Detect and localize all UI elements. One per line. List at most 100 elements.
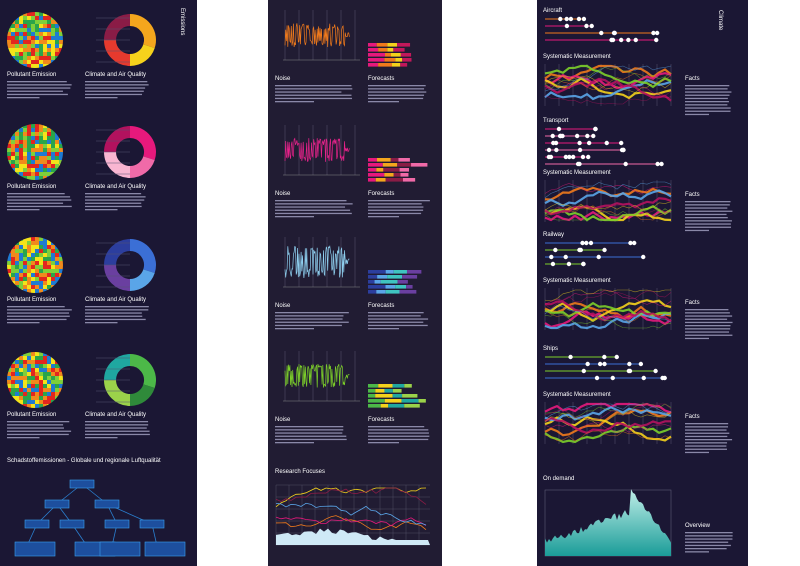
route-dot [627, 368, 633, 374]
map-cell [27, 404, 32, 408]
map-cell [39, 168, 44, 173]
map-cell [11, 144, 16, 149]
forecast-bar [378, 63, 393, 67]
map-cell [39, 384, 44, 389]
map-cell [55, 164, 60, 169]
noise-wave [284, 363, 350, 388]
route-dot [580, 154, 586, 160]
map-cell [27, 396, 32, 401]
map-cell [15, 24, 20, 29]
body-text [275, 438, 347, 441]
map-cell [31, 404, 36, 408]
map-cell [43, 380, 48, 385]
forecast-bar [368, 384, 379, 388]
map-cell [51, 36, 56, 41]
map-cell [31, 144, 36, 149]
measure-line [544, 403, 672, 420]
section-label: Pollutant Emission [7, 72, 56, 78]
map-cell [43, 265, 48, 270]
map-cell [39, 285, 44, 290]
map-cell [43, 269, 48, 274]
map-cell [43, 160, 48, 165]
body-text [85, 90, 144, 92]
body-text [685, 101, 729, 103]
side-label: Facts [685, 192, 700, 198]
route-dot [589, 23, 594, 29]
body-text [275, 97, 353, 100]
section-label: Systematic Measurement [543, 54, 611, 60]
route-dot [554, 147, 559, 153]
map-cell [31, 24, 36, 29]
map-cell [11, 40, 16, 45]
map-cell [15, 164, 20, 169]
map-cell [27, 269, 32, 274]
route-dot [655, 161, 660, 167]
map-cell [35, 48, 40, 53]
map-cell [23, 64, 28, 68]
map-cell [59, 273, 63, 278]
map-cell [31, 40, 36, 45]
map-cell [47, 56, 52, 61]
map-cell [15, 148, 20, 153]
map-cell [23, 124, 28, 129]
map-cell [39, 380, 44, 385]
section-label: Pollutant Emission [7, 297, 56, 303]
map-cell [51, 168, 56, 173]
measure-line [544, 203, 672, 214]
map-cell [19, 172, 24, 177]
map-cell [35, 136, 40, 141]
forecast-bar [385, 285, 396, 289]
forecast-bar [395, 285, 407, 289]
forecast-bar [380, 404, 389, 408]
map-cell [59, 148, 63, 153]
map-cell [11, 376, 16, 381]
map-cell [51, 136, 56, 141]
body-text [685, 331, 730, 333]
body-text [685, 334, 733, 336]
route-dot [641, 375, 646, 381]
body-text [368, 328, 399, 330]
map-cell [51, 140, 56, 145]
map-cell [7, 28, 12, 33]
measure-line [544, 430, 672, 442]
map-cell [19, 384, 24, 389]
route-dot [577, 161, 582, 167]
route-dot [627, 361, 632, 367]
map-cell [31, 380, 36, 385]
research-line [275, 487, 427, 508]
map-cell [31, 160, 36, 165]
body-text [685, 97, 728, 100]
map-cell [11, 152, 16, 157]
measure-line [544, 181, 672, 199]
map-cell [39, 376, 44, 381]
map-cell [35, 56, 40, 61]
map-cell [27, 364, 32, 369]
route-dot [574, 133, 580, 139]
body-text [685, 448, 727, 450]
map-cell [39, 364, 44, 369]
map-cell [15, 261, 20, 266]
body-text [685, 423, 729, 425]
map-cell [19, 372, 24, 377]
map-cell [39, 148, 44, 153]
map-cell [19, 28, 24, 33]
body-text [368, 101, 399, 103]
map-cell [51, 24, 56, 29]
route-dot [553, 140, 559, 146]
map-cell [39, 356, 44, 361]
forecast-bar [368, 389, 376, 393]
route-dot [621, 147, 626, 153]
map-cell [7, 384, 12, 389]
body-text [275, 209, 351, 211]
map-cell [15, 144, 20, 149]
map-cell [43, 44, 48, 49]
map-cell [27, 12, 32, 17]
map-cell [35, 265, 40, 270]
map-cell [19, 269, 24, 274]
route-dot [602, 361, 607, 367]
forecast-bar [388, 404, 405, 408]
body-text [85, 421, 149, 423]
map-cell [51, 364, 56, 369]
map-cell [39, 352, 44, 357]
map-cell [11, 380, 16, 385]
